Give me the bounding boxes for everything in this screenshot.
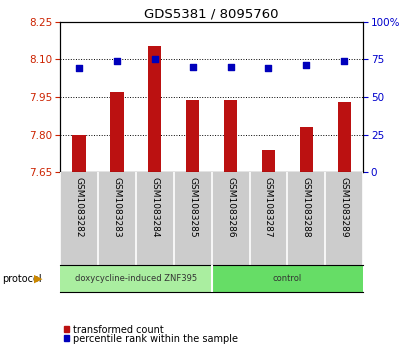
Text: GSM1083285: GSM1083285 (188, 177, 197, 238)
Bar (110, 92, 124, 172)
Text: GSM1083287: GSM1083287 (264, 177, 273, 238)
Point (341, 58, 347, 64)
Bar (300, 127, 313, 172)
Point (114, 58, 120, 64)
Bar (262, 150, 275, 172)
Text: GSM1083283: GSM1083283 (112, 177, 122, 238)
Point (151, 57, 158, 62)
Bar (212, 265, 363, 292)
Text: control: control (273, 274, 302, 283)
Bar (224, 99, 237, 172)
Point (227, 64, 234, 70)
Point (303, 62, 310, 68)
Text: protocol: protocol (2, 274, 42, 284)
Title: GDS5381 / 8095760: GDS5381 / 8095760 (144, 8, 279, 21)
Text: GSM1083289: GSM1083289 (340, 177, 349, 238)
Text: GSM1083286: GSM1083286 (226, 177, 235, 238)
Text: transformed count: transformed count (73, 325, 164, 335)
Point (265, 66, 272, 72)
Bar (60, 265, 212, 292)
Text: ▶: ▶ (34, 274, 43, 284)
Point (189, 64, 196, 70)
Text: GSM1083288: GSM1083288 (302, 177, 311, 238)
Bar (337, 102, 351, 172)
Bar (73, 135, 86, 172)
Text: GSM1083282: GSM1083282 (75, 177, 83, 237)
Point (76, 66, 83, 72)
Bar (148, 46, 161, 172)
Text: GSM1083284: GSM1083284 (150, 177, 159, 237)
Bar (186, 99, 199, 172)
Text: doxycycline-induced ZNF395: doxycycline-induced ZNF395 (75, 274, 197, 283)
Text: percentile rank within the sample: percentile rank within the sample (73, 334, 239, 344)
